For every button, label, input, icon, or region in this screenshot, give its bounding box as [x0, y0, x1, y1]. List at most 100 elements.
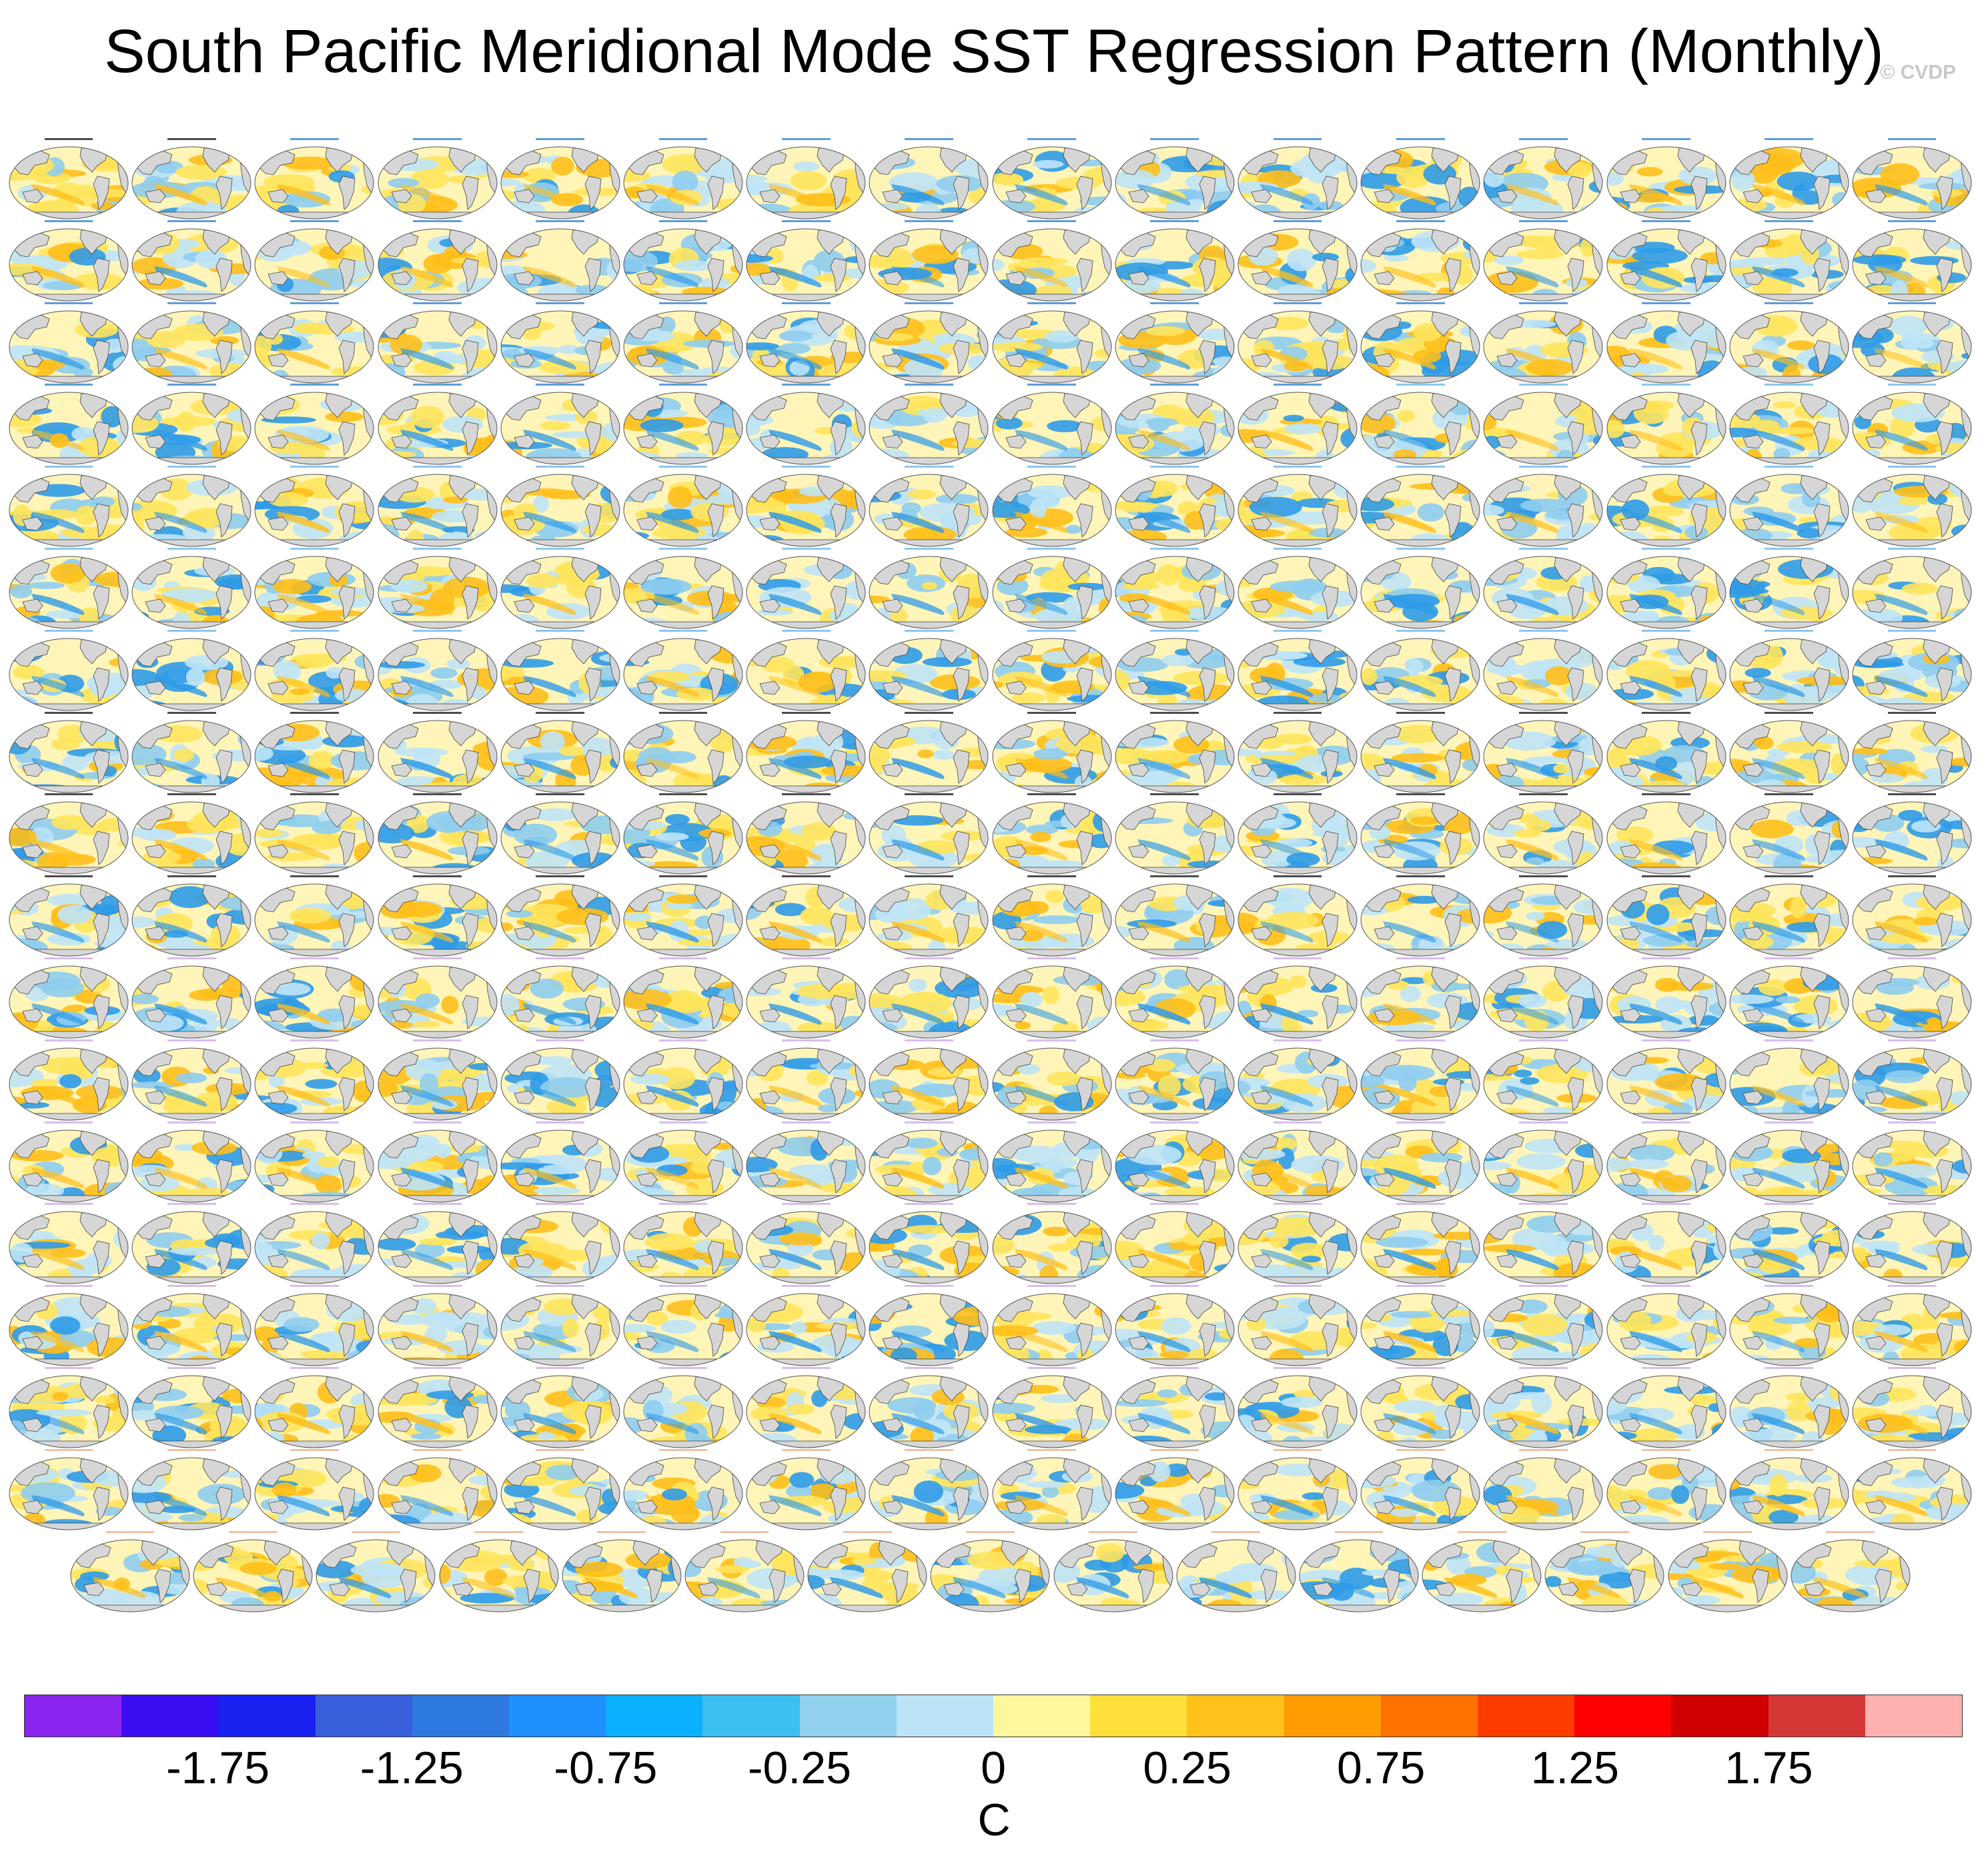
panel-title	[1360, 954, 1481, 963]
panel-title	[868, 790, 989, 799]
map-panel	[1606, 548, 1727, 630]
map-panel	[8, 957, 129, 1039]
panel-title-mark	[658, 302, 708, 304]
regression-map	[500, 392, 620, 465]
panel-title-mark	[228, 1530, 278, 1533]
regression-map	[1729, 556, 1849, 629]
map-panel	[500, 219, 621, 302]
regression-map	[992, 1375, 1112, 1448]
panel-title-mark	[1765, 384, 1814, 386]
panel-title-mark	[1273, 1367, 1322, 1369]
panel-title-mark	[290, 548, 339, 550]
panel-title-mark	[1027, 711, 1076, 714]
panel-title	[131, 790, 252, 799]
regression-map	[623, 883, 743, 957]
regression-map	[254, 1293, 374, 1366]
panel-title-mark	[658, 384, 708, 386]
map-panel	[377, 466, 498, 548]
panel-title-mark	[1703, 1530, 1752, 1533]
map-panel	[745, 1285, 867, 1367]
panel-title-mark	[1396, 793, 1445, 796]
panel-title	[622, 872, 744, 881]
panel-title-mark	[904, 875, 953, 878]
regression-map	[1360, 1293, 1480, 1366]
regression-map	[1729, 474, 1849, 547]
panel-title	[500, 954, 621, 963]
panel-title	[991, 1036, 1113, 1045]
panel-title	[1482, 135, 1604, 144]
map-panel	[622, 957, 744, 1039]
colorbar-units: C	[977, 1795, 1011, 1845]
map-panel	[622, 1039, 744, 1121]
panel-title	[868, 299, 989, 308]
panel-title-mark	[1887, 384, 1937, 386]
regression-map	[1483, 474, 1603, 547]
map-panel	[991, 1448, 1113, 1531]
map-panel	[745, 1039, 867, 1121]
panel-title	[1482, 299, 1604, 308]
panel-title-mark	[1642, 466, 1690, 468]
regression-map	[1237, 801, 1358, 875]
map-panel	[377, 219, 498, 302]
map-panel	[1667, 1530, 1789, 1613]
map-panel	[1114, 548, 1235, 630]
map-panel	[622, 875, 744, 957]
panel-title	[1606, 872, 1727, 881]
regression-map	[869, 883, 989, 957]
panel-title	[622, 217, 744, 226]
panel-title-mark	[351, 1530, 400, 1533]
regression-map	[254, 474, 374, 547]
panel-title-mark	[781, 1285, 831, 1288]
panel-title-mark	[290, 793, 339, 796]
map-panel	[377, 1203, 498, 1285]
panel-title	[1606, 626, 1727, 636]
map-panel	[745, 548, 867, 630]
panel-title-mark	[44, 1121, 93, 1123]
panel-title-mark	[1027, 138, 1076, 140]
panel-title	[1606, 1282, 1727, 1291]
map-panel	[1851, 1448, 1973, 1531]
map-panel	[500, 1448, 621, 1531]
panel-title-mark	[658, 629, 708, 632]
panel-title-mark	[1273, 1285, 1322, 1288]
map-panel	[1606, 957, 1727, 1039]
panel-title-mark	[1334, 1530, 1384, 1533]
map-panel	[1482, 1121, 1604, 1204]
panel-title	[1175, 1528, 1297, 1537]
regression-map	[378, 556, 498, 629]
map-panel	[868, 138, 989, 220]
panel-title	[745, 872, 867, 881]
regression-map	[869, 801, 989, 875]
map-panel	[868, 219, 989, 302]
panel-title	[1851, 380, 1973, 390]
panel-title-mark	[1273, 875, 1322, 878]
regression-map	[70, 1539, 190, 1612]
regression-map	[9, 1457, 129, 1530]
panel-title-mark	[1150, 629, 1199, 632]
map-panel	[1482, 1367, 1604, 1449]
colorbar-tick-labels: -1.75 -1.25 -0.75 -0.25 0 0.25 0.75 1.25 1.75	[24, 1741, 1963, 1795]
panel-title-mark	[1642, 1285, 1690, 1288]
panel-title	[1728, 1118, 1850, 1127]
map-panel	[745, 1367, 867, 1449]
panel-title	[1606, 299, 1727, 308]
panel-title-mark	[1273, 793, 1322, 796]
panel-title	[1237, 1446, 1358, 1455]
panel-title	[622, 380, 744, 390]
regression-map	[1729, 1375, 1849, 1448]
regression-map	[1852, 1047, 1972, 1121]
map-panel	[991, 875, 1113, 957]
panel-title	[1728, 709, 1850, 718]
regression-map	[254, 1129, 374, 1203]
map-panel	[131, 1039, 252, 1121]
panel-title	[622, 1282, 744, 1291]
map-panel	[745, 957, 867, 1039]
panel-title-mark	[1518, 875, 1568, 878]
map-panel	[868, 384, 989, 466]
panel-title-mark	[44, 1285, 93, 1288]
panel-title-mark	[1887, 793, 1937, 796]
map-panel	[929, 1530, 1051, 1613]
panel-title	[868, 872, 989, 881]
panel-title	[131, 1364, 252, 1373]
panel-title-mark	[44, 302, 93, 304]
